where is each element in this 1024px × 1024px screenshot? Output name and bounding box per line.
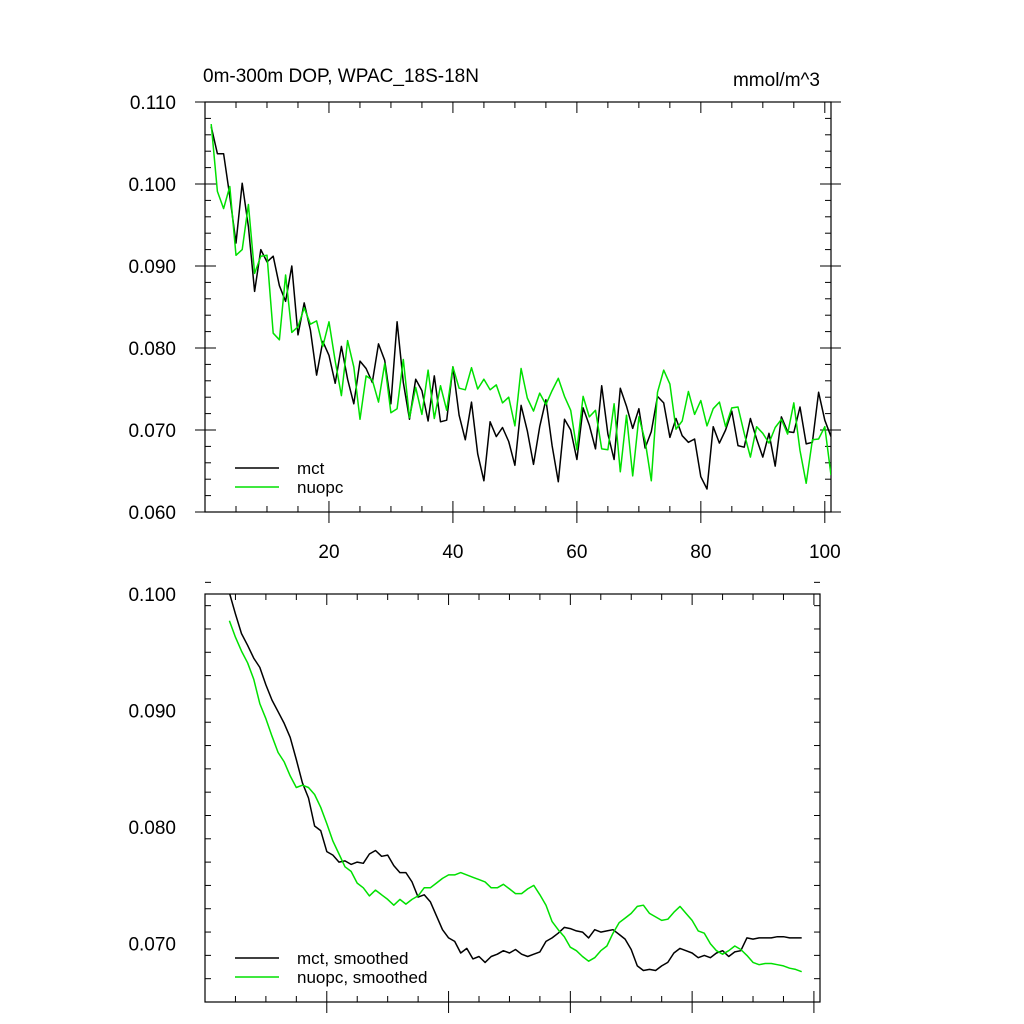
y-tick-label: 0.110 (130, 93, 176, 114)
series-line-mct (210, 126, 831, 490)
legend-label: nuopc (297, 478, 344, 497)
series-line-nuopc (210, 124, 831, 485)
legend-label: mct (297, 459, 325, 478)
y-tick-label: 0.060 (128, 503, 176, 524)
series-line-mct-smoothed (228, 594, 802, 972)
y-tick-label: 0.090 (128, 257, 176, 278)
series-line-nuopc-smoothed (228, 620, 802, 973)
chart-units: mmol/m^3 (733, 70, 820, 91)
y-tick-label: 0.100 (128, 585, 176, 606)
plot-frame (204, 101, 832, 513)
legend-label: nuopc, smoothed (297, 968, 427, 987)
y-tick-label: 0.080 (128, 818, 176, 839)
x-tick-label: 100 (809, 542, 841, 563)
x-tick-label: 40 (442, 542, 463, 563)
y-tick-label: 0.080 (128, 339, 176, 360)
x-tick-label: 80 (690, 542, 711, 563)
x-tick-label: 60 (566, 542, 587, 563)
plot-frame (204, 593, 821, 1003)
y-tick-label: 0.070 (128, 421, 176, 442)
legend-label: mct, smoothed (297, 949, 409, 968)
bottom-panel: 0.070 0.080 0.090 0.100 mct, smoothednuopc, … (128, 581, 821, 1013)
top-panel: 0m-300m DOP, WPAC_18S-18N mmol/m^3 20 40 6… (128, 66, 841, 563)
y-tick-label: 0.090 (128, 702, 176, 723)
y-tick-label: 0.070 (128, 935, 176, 956)
y-tick-label: 0.100 (128, 175, 176, 196)
x-tick-label: 20 (318, 542, 339, 563)
chart-title: 0m-300m DOP, WPAC_18S-18N (203, 66, 479, 87)
